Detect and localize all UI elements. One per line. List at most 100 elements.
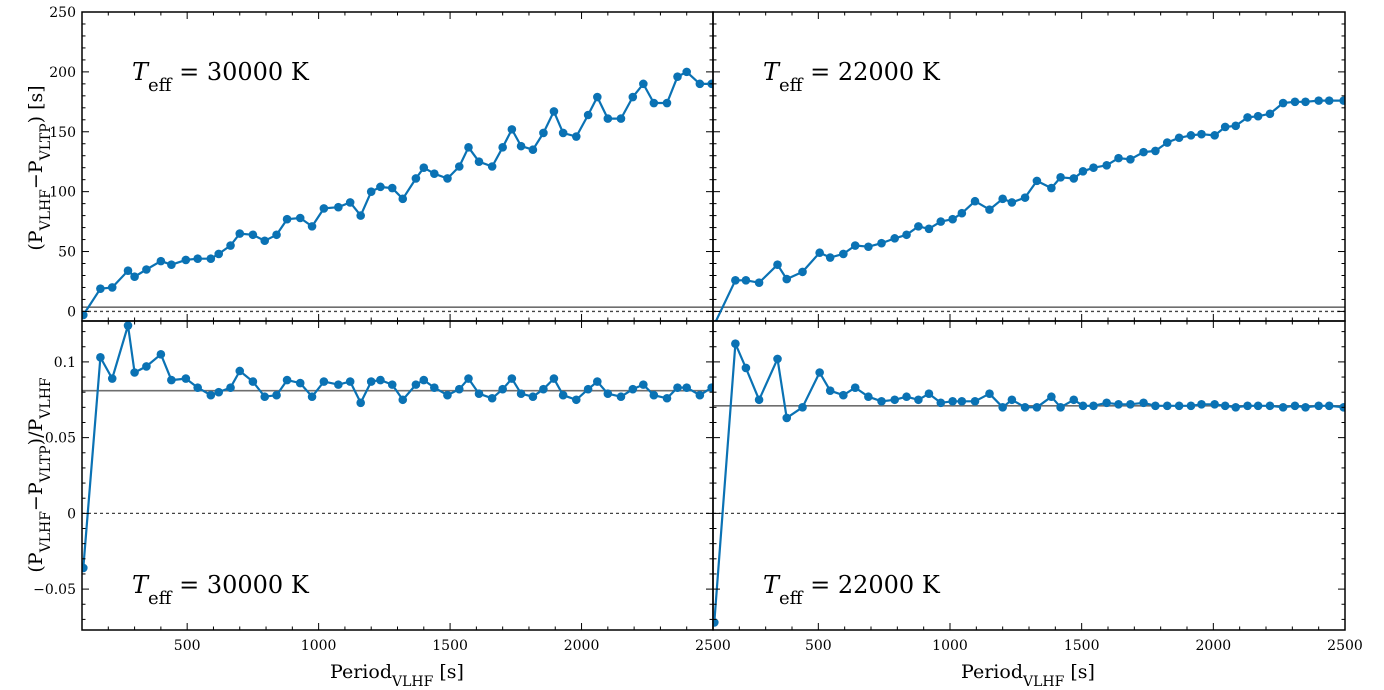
data-point [387, 183, 397, 193]
data-point [1243, 113, 1252, 122]
data-point [948, 214, 957, 224]
series [713, 339, 1345, 627]
y-tick-label: 150 [49, 125, 76, 141]
data-point [334, 202, 343, 212]
data-point [558, 128, 568, 138]
data-point [713, 618, 719, 627]
data-point [936, 217, 946, 226]
data-point [376, 375, 385, 385]
data-point [464, 143, 473, 152]
data-point [1197, 129, 1206, 139]
x-axis-title-left: PeriodVLHF [s] [330, 661, 464, 690]
data-point [707, 383, 713, 392]
data-point [1078, 166, 1088, 176]
data-point [130, 368, 139, 377]
data-point [398, 395, 408, 405]
data-point [156, 256, 166, 266]
y-tick-label: −0.05 [33, 582, 76, 598]
data-point [850, 383, 860, 392]
data-point [507, 374, 517, 383]
data-point [1339, 96, 1345, 105]
data-point [398, 194, 408, 204]
y-tick-label: 0 [67, 506, 76, 522]
data-point [839, 249, 848, 259]
series-line [82, 70, 712, 316]
data-point [1007, 395, 1017, 405]
data-point [877, 238, 886, 248]
data-point [430, 383, 439, 392]
data-point [181, 255, 191, 265]
data-point [1220, 401, 1230, 411]
data-point [985, 389, 994, 399]
data-point [864, 392, 873, 402]
data-point [260, 236, 270, 246]
data-point [307, 222, 317, 231]
data-point [970, 396, 980, 406]
y-tick-label: 0 [67, 304, 76, 320]
data-point [235, 366, 245, 376]
data-point [1186, 131, 1196, 140]
data-point [1265, 109, 1275, 119]
data-point [1220, 122, 1230, 132]
data-point [1032, 403, 1042, 412]
data-point [673, 383, 682, 392]
data-point [798, 267, 807, 277]
data-point [454, 162, 464, 171]
data-point [1278, 403, 1288, 412]
data-point [498, 384, 507, 394]
data-point [295, 378, 305, 388]
data-point [206, 254, 216, 264]
y-tick-label: 250 [49, 5, 76, 21]
x-tick-label: 2000 [564, 638, 600, 654]
data-point [214, 387, 224, 397]
data-point [130, 272, 139, 281]
data-point [356, 211, 365, 220]
data-point [1069, 174, 1079, 183]
data-point [487, 393, 497, 403]
data-point [914, 395, 923, 405]
data-point [272, 230, 281, 240]
svg-text:PeriodVLHF [s]: PeriodVLHF [s] [961, 661, 1095, 690]
data-point [754, 278, 764, 287]
x-tick-label: 500 [174, 638, 201, 654]
data-point [487, 162, 497, 171]
panel-top-left: 0 50 100 150 200 250 Teff = 30000 K [49, 5, 714, 322]
plot-frame [712, 320, 1346, 631]
y-tick-label: 100 [49, 185, 76, 201]
data-point [226, 383, 235, 392]
y-tick-label: 0.05 [45, 431, 76, 447]
data-point [107, 283, 117, 292]
data-point [1056, 172, 1065, 182]
data-point [443, 390, 452, 400]
data-point [558, 390, 568, 400]
data-point [1139, 398, 1148, 408]
x-tick-label: 2500 [695, 638, 731, 654]
data-point [282, 214, 292, 224]
data-point [957, 208, 967, 218]
data-point [998, 403, 1007, 412]
data-point [272, 390, 281, 400]
data-point [96, 284, 105, 293]
data-point [1032, 176, 1042, 186]
data-point [1139, 147, 1148, 157]
data-point [741, 275, 751, 285]
data-point [593, 92, 602, 102]
data-point [528, 392, 538, 402]
data-point [1047, 392, 1056, 402]
data-point [1231, 121, 1241, 131]
data-point [773, 260, 782, 270]
data-point [1314, 401, 1323, 411]
data-point [864, 242, 873, 252]
data-point [1290, 97, 1300, 107]
data-point [206, 390, 216, 400]
x-tick-label: 1000 [301, 638, 337, 654]
data-point [539, 384, 548, 394]
data-point [957, 396, 967, 406]
data-point [593, 377, 602, 386]
teff-annotation: Teff = 30000 K [132, 58, 310, 96]
data-point [695, 390, 705, 400]
data-point [1069, 395, 1079, 405]
svg-text:(PVLHF−PVLTP)/PVLHF: (PVLHF−PVLTP)/PVLHF [25, 377, 54, 573]
data-point [924, 224, 934, 234]
data-point [123, 266, 133, 275]
